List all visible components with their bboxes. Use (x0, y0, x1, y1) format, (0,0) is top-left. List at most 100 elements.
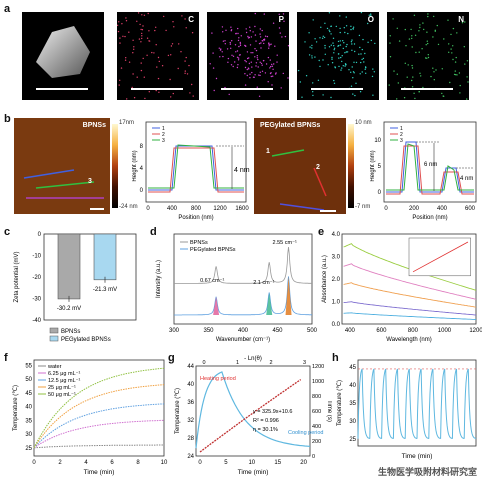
eds-dot (259, 74, 261, 77)
eds-dot (449, 81, 451, 84)
hp1-ytick: 8 (140, 144, 144, 150)
plot-frame (43, 233, 137, 321)
eds-dot (262, 60, 265, 62)
eds-dot (151, 51, 153, 54)
eds-dot (339, 31, 341, 34)
colorbar-top: 10 nm (355, 120, 372, 126)
eds-dot (354, 94, 356, 97)
eds-dot (264, 72, 267, 74)
eds-dot (184, 18, 186, 20)
eds-dot (263, 13, 265, 15)
y-tick-label: 25 (25, 446, 32, 452)
y-axis-label: Temperature (℃) (337, 380, 343, 426)
eds-dot (259, 28, 261, 30)
eds-dot (346, 51, 349, 53)
element-label-p: P (278, 15, 284, 24)
eds-dot (133, 48, 135, 50)
eds-dot (267, 56, 270, 59)
eds-dot (256, 57, 258, 59)
eds-dot (411, 35, 413, 37)
eds-dot (244, 59, 246, 62)
hp2-ytick: 5 (378, 164, 382, 170)
eds-dot (396, 98, 398, 100)
x-tick-label: 8 (136, 460, 140, 466)
series-line-pegylated (174, 276, 312, 316)
eds-dot (132, 52, 134, 54)
legend-label: 6.25 μg mL⁻¹ (48, 371, 81, 377)
eds-dot (322, 35, 324, 37)
absorbance-series (343, 282, 477, 308)
eds-dot (393, 70, 395, 72)
eds-dot (237, 32, 239, 35)
eds-dot (396, 73, 398, 75)
eds-dot (231, 40, 233, 42)
hp2-ytick: 10 (374, 138, 381, 144)
eds-dot (441, 92, 443, 95)
y-axis-label: Absorbance (a.u.) (322, 255, 328, 303)
eds-dot (224, 86, 226, 89)
peak-fill (285, 276, 292, 315)
eds-dot (260, 62, 263, 65)
y-tick-label: 40 (349, 383, 356, 389)
eds-dot (415, 51, 417, 54)
y-tick-label: 0 (38, 232, 42, 238)
eds-dot (154, 29, 156, 32)
eds-dot (250, 52, 252, 54)
y-tick-label: 44 (187, 364, 194, 370)
eds-dot (272, 68, 274, 70)
series-line-bpns (174, 246, 312, 284)
eds-dot (263, 38, 265, 41)
x-tick-label: 10 (161, 460, 168, 466)
eds-dot (344, 52, 346, 54)
eds-dot (170, 54, 172, 56)
eds-dot (261, 64, 263, 66)
y-tick-label: 2.0 (332, 277, 341, 283)
eds-dot (181, 15, 183, 17)
hp2-legend: 1 (400, 126, 403, 132)
eds-dot (132, 39, 134, 41)
eds-dot (236, 56, 239, 58)
plot-frame (357, 359, 477, 447)
eds-dot (141, 32, 143, 35)
hp1-xtick: 1600 (235, 206, 249, 212)
eds-dot (137, 12, 140, 14)
eds-dot (230, 47, 232, 49)
eds-dot (396, 27, 398, 29)
eds-dot (180, 51, 182, 53)
eds-dot (117, 24, 119, 26)
eds-dot (220, 48, 222, 50)
eds-dot (119, 37, 121, 39)
eds-dot (244, 66, 247, 69)
eds-dot (433, 71, 435, 73)
eds-dot (389, 56, 392, 58)
hp1-ytick: 0 (140, 188, 144, 194)
eds-dot (146, 54, 148, 56)
eds-dot (279, 32, 281, 34)
eds-dot (372, 94, 374, 96)
hp2-legend: 2 (400, 132, 403, 138)
top-axis-label: - Ln(θ) (244, 356, 262, 362)
eds-dot (191, 83, 193, 86)
eds-dot (163, 15, 165, 18)
eds-dot (120, 67, 123, 69)
eds-dot (323, 36, 326, 39)
eds-dot (327, 64, 329, 66)
eds-dot (426, 40, 428, 42)
eds-dot (222, 31, 224, 33)
eds-dot (371, 75, 374, 78)
cycling-curve (357, 368, 477, 439)
x-tick-label: 400 (238, 328, 249, 334)
eds-dot (346, 43, 348, 46)
legend-label: 25 μg mL⁻¹ (48, 385, 76, 391)
y-axis-label: Zeta potential (mV) (14, 251, 20, 302)
eds-dot (311, 47, 313, 49)
eds-dot (249, 44, 252, 46)
top-tick-label: 2 (270, 360, 273, 366)
eds-dot (252, 31, 254, 33)
eds-map-n: N (387, 12, 469, 100)
eds-dot (338, 53, 340, 55)
peak-label: 2.55 cm⁻¹ (273, 240, 297, 246)
eds-dot (319, 65, 321, 68)
legend-label: PEGylated BPNSs (190, 247, 236, 253)
eds-dot (148, 30, 150, 32)
